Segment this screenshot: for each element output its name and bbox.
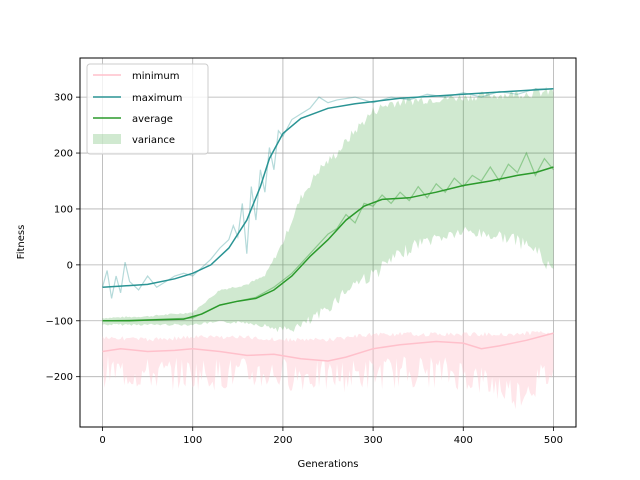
legend-label-variance: variance [132,135,175,146]
x-tick-label: 300 [364,435,383,446]
plot-area [101,86,554,410]
legend-swatch-variance [93,134,121,144]
legend-label-maximum: maximum [132,93,182,104]
x-tick-label: 200 [273,435,292,446]
legend-box [86,63,209,155]
y-tick-label: 0 [67,260,73,271]
average-line [102,166,554,322]
average-raw-line [102,151,554,322]
x-axis-ticks: 0 100 200 300 400 500 [99,427,563,446]
maximum-raw-line [101,88,554,299]
y-tick-label: 100 [54,204,73,215]
x-axis-label: Generations [298,459,359,470]
y-tick-label: 200 [54,149,73,160]
y-axis-ticks: −200 −100 0 100 200 300 [46,93,80,383]
y-tick-label: −200 [46,372,73,383]
y-axis-label: Fitness [16,225,27,260]
grid-lines [80,58,576,427]
x-tick-label: 400 [454,435,473,446]
x-tick-label: 100 [183,435,202,446]
y-tick-label: −100 [46,316,73,327]
x-tick-label: 0 [99,435,105,446]
legend-label-average: average [132,114,173,125]
variance-band [102,86,554,333]
y-tick-label: 300 [54,93,73,104]
legend-label-minimum: minimum [132,71,179,82]
legend: minimum maximum average variance [86,63,209,155]
x-tick-label: 500 [544,435,563,446]
maximum-line [102,88,554,288]
axes-frame [79,57,577,428]
minimum-line [102,332,554,362]
